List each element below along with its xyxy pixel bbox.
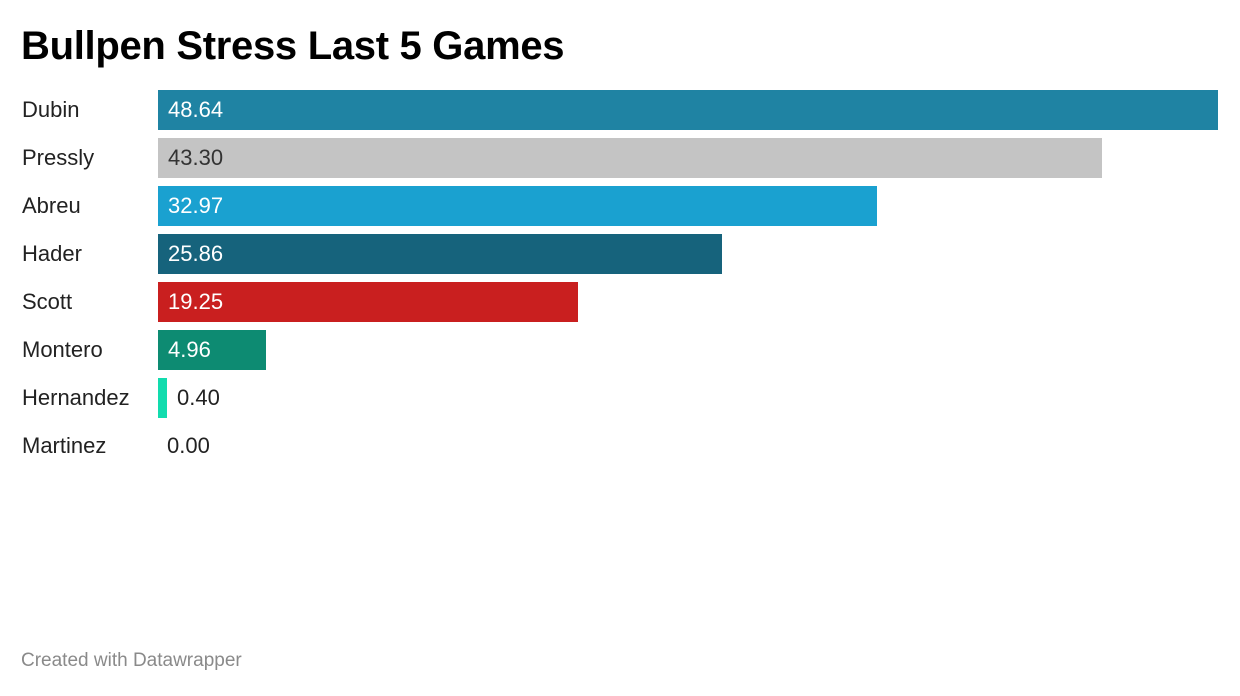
bar [158, 282, 578, 322]
bar [158, 186, 877, 226]
bar-chart-plot: Dubin 48.64 Pressly 43.30 Abreu 32.97 Hader 25.… [0, 90, 1240, 474]
category-label: Abreu [22, 193, 81, 218]
value-label: 32.97 [168, 193, 224, 218]
bar-row: Pressly 43.30 [0, 138, 1240, 178]
category-label: Hernandez [22, 385, 130, 410]
value-label: 4.96 [168, 337, 211, 362]
category-label: Martinez [22, 433, 107, 458]
chart-title: Bullpen Stress Last 5 Games [21, 24, 565, 68]
bar-row: Hernandez 0.40 [0, 378, 1240, 418]
category-label: Hader [22, 241, 82, 266]
value-label: 0.00 [167, 433, 210, 458]
bar-row: Montero 4.96 [0, 330, 1240, 370]
bar [158, 234, 722, 274]
value-label: 0.40 [177, 385, 220, 410]
bar [158, 138, 1102, 178]
bar-row: Dubin 48.64 [0, 90, 1240, 130]
category-label: Montero [22, 337, 103, 362]
credit-link[interactable]: Created with Datawrapper [21, 650, 242, 671]
value-label: 25.86 [168, 241, 224, 266]
value-label: 48.64 [168, 97, 224, 122]
bar [158, 378, 167, 418]
value-label: 19.25 [168, 289, 224, 314]
bar [158, 90, 1218, 130]
category-label: Dubin [22, 97, 80, 122]
category-label: Pressly [22, 145, 95, 170]
bar-row: Abreu 32.97 [0, 186, 1240, 226]
value-label: 43.30 [168, 145, 224, 170]
category-label: Scott [22, 289, 73, 314]
bar-row: Martinez 0.00 [0, 426, 1240, 466]
bar-row: Hader 25.86 [0, 234, 1240, 274]
bar [158, 330, 266, 370]
bar-row: Scott 19.25 [0, 282, 1240, 322]
